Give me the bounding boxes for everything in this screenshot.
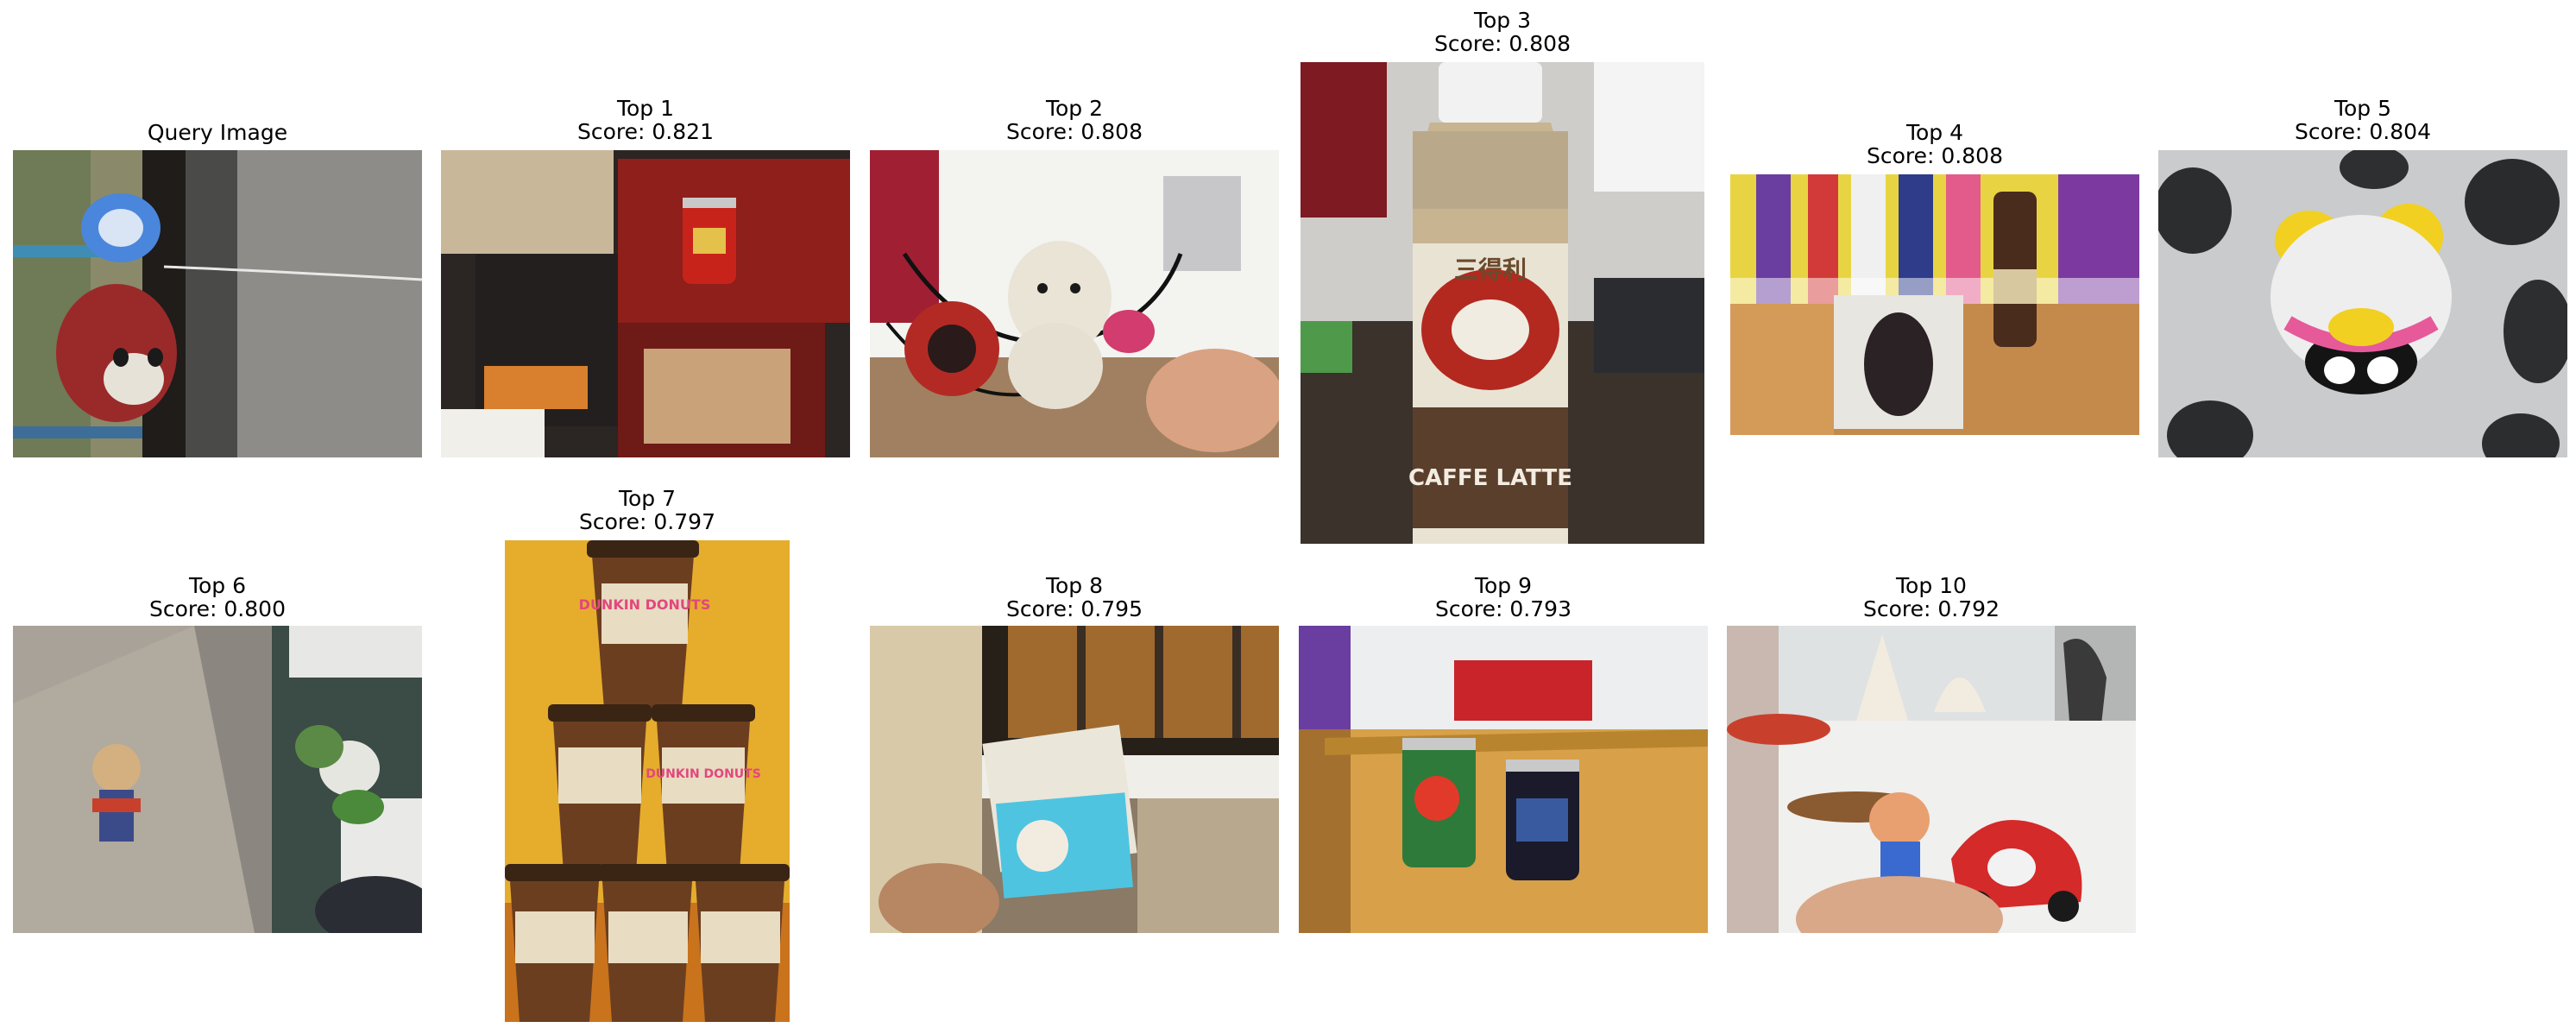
result-image-2 [870, 150, 1279, 457]
rank-label: Top 6 [188, 573, 247, 598]
rank-label: Top 8 [1045, 573, 1104, 598]
score-label: Score: 0.800 [149, 596, 286, 621]
result-image-10 [1727, 626, 2136, 933]
result-image-5 [2158, 150, 2567, 457]
bottle-brand-text: 三得利 [1454, 255, 1527, 284]
result-title-5: Top 5 Score: 0.804 [2158, 97, 2567, 143]
result-title-2: Top 2 Score: 0.808 [870, 97, 1279, 143]
result-image-9 [1299, 626, 1708, 933]
result-title-4: Top 4 Score: 0.808 [1730, 121, 2139, 167]
result-image-4 [1730, 174, 2139, 435]
result-image-3: 三得利 CAFFE LATTE [1301, 62, 1704, 544]
rank-label: Top 7 [618, 486, 677, 511]
rank-label: Top 2 [1045, 96, 1104, 121]
rank-label: Top 3 [1473, 8, 1532, 33]
result-image-1 [441, 150, 850, 457]
score-label: Score: 0.795 [1006, 596, 1143, 621]
result-tile-7: Top 7 Score: 0.797 [505, 487, 790, 1022]
query-title: Query Image [147, 120, 288, 145]
score-label: Score: 0.793 [1435, 596, 1571, 621]
score-label: Score: 0.808 [1006, 119, 1143, 144]
result-title-10: Top 10 Score: 0.792 [1727, 574, 2136, 621]
score-label: Score: 0.808 [1867, 143, 2003, 168]
cup-brand-text: DUNKIN DONUTS [646, 767, 761, 781]
rank-label: Top 10 [1896, 573, 1967, 598]
result-title-9: Top 9 Score: 0.793 [1299, 574, 1708, 621]
rank-label: Top 9 [1474, 573, 1533, 598]
result-image-8 [870, 626, 1279, 933]
result-title-3: Top 3 Score: 0.808 [1301, 9, 1704, 55]
score-label: Score: 0.804 [2295, 119, 2431, 144]
result-tile-4: Top 4 Score: 0.808 [1730, 121, 2139, 435]
query-tile: Query Image [13, 121, 422, 457]
result-image-6 [13, 626, 422, 933]
result-title-7: Top 7 Score: 0.797 [505, 487, 790, 533]
rank-label: Top 1 [616, 96, 675, 121]
result-tile-9: Top 9 Score: 0.793 [1299, 574, 1708, 933]
result-tile-6: Top 6 Score: 0.800 [13, 574, 422, 933]
result-tile-1: Top 1 Score: 0.821 [441, 97, 850, 457]
result-tile-5: Top 5 Score: 0.804 [2158, 97, 2567, 457]
score-label: Score: 0.792 [1863, 596, 2000, 621]
result-tile-3: Top 3 Score: 0.808 三得利 CAFFE LATTE [1301, 9, 1704, 544]
result-tile-8: Top 8 Score: 0.795 [870, 574, 1279, 933]
result-tile-2: Top 2 Score: 0.808 [870, 97, 1279, 457]
result-tile-10: Top 10 Score: 0.792 [1727, 574, 2136, 933]
result-title-8: Top 8 Score: 0.795 [870, 574, 1279, 621]
result-title-6: Top 6 Score: 0.800 [13, 574, 422, 621]
score-label: Score: 0.808 [1434, 31, 1571, 56]
score-label: Score: 0.797 [579, 509, 715, 534]
result-image-7: DUNKIN DONUTS DUNKIN DONUTS [505, 540, 790, 1022]
rank-label: Top 4 [1905, 120, 1964, 145]
result-title-1: Top 1 Score: 0.821 [441, 97, 850, 143]
rank-label: Top 5 [2334, 96, 2392, 121]
bottle-label-text: CAFFE LATTE [1408, 465, 1572, 491]
score-label: Score: 0.821 [577, 119, 714, 144]
query-image [13, 150, 422, 457]
cup-brand-text: DUNKIN DONUTS [579, 596, 711, 613]
